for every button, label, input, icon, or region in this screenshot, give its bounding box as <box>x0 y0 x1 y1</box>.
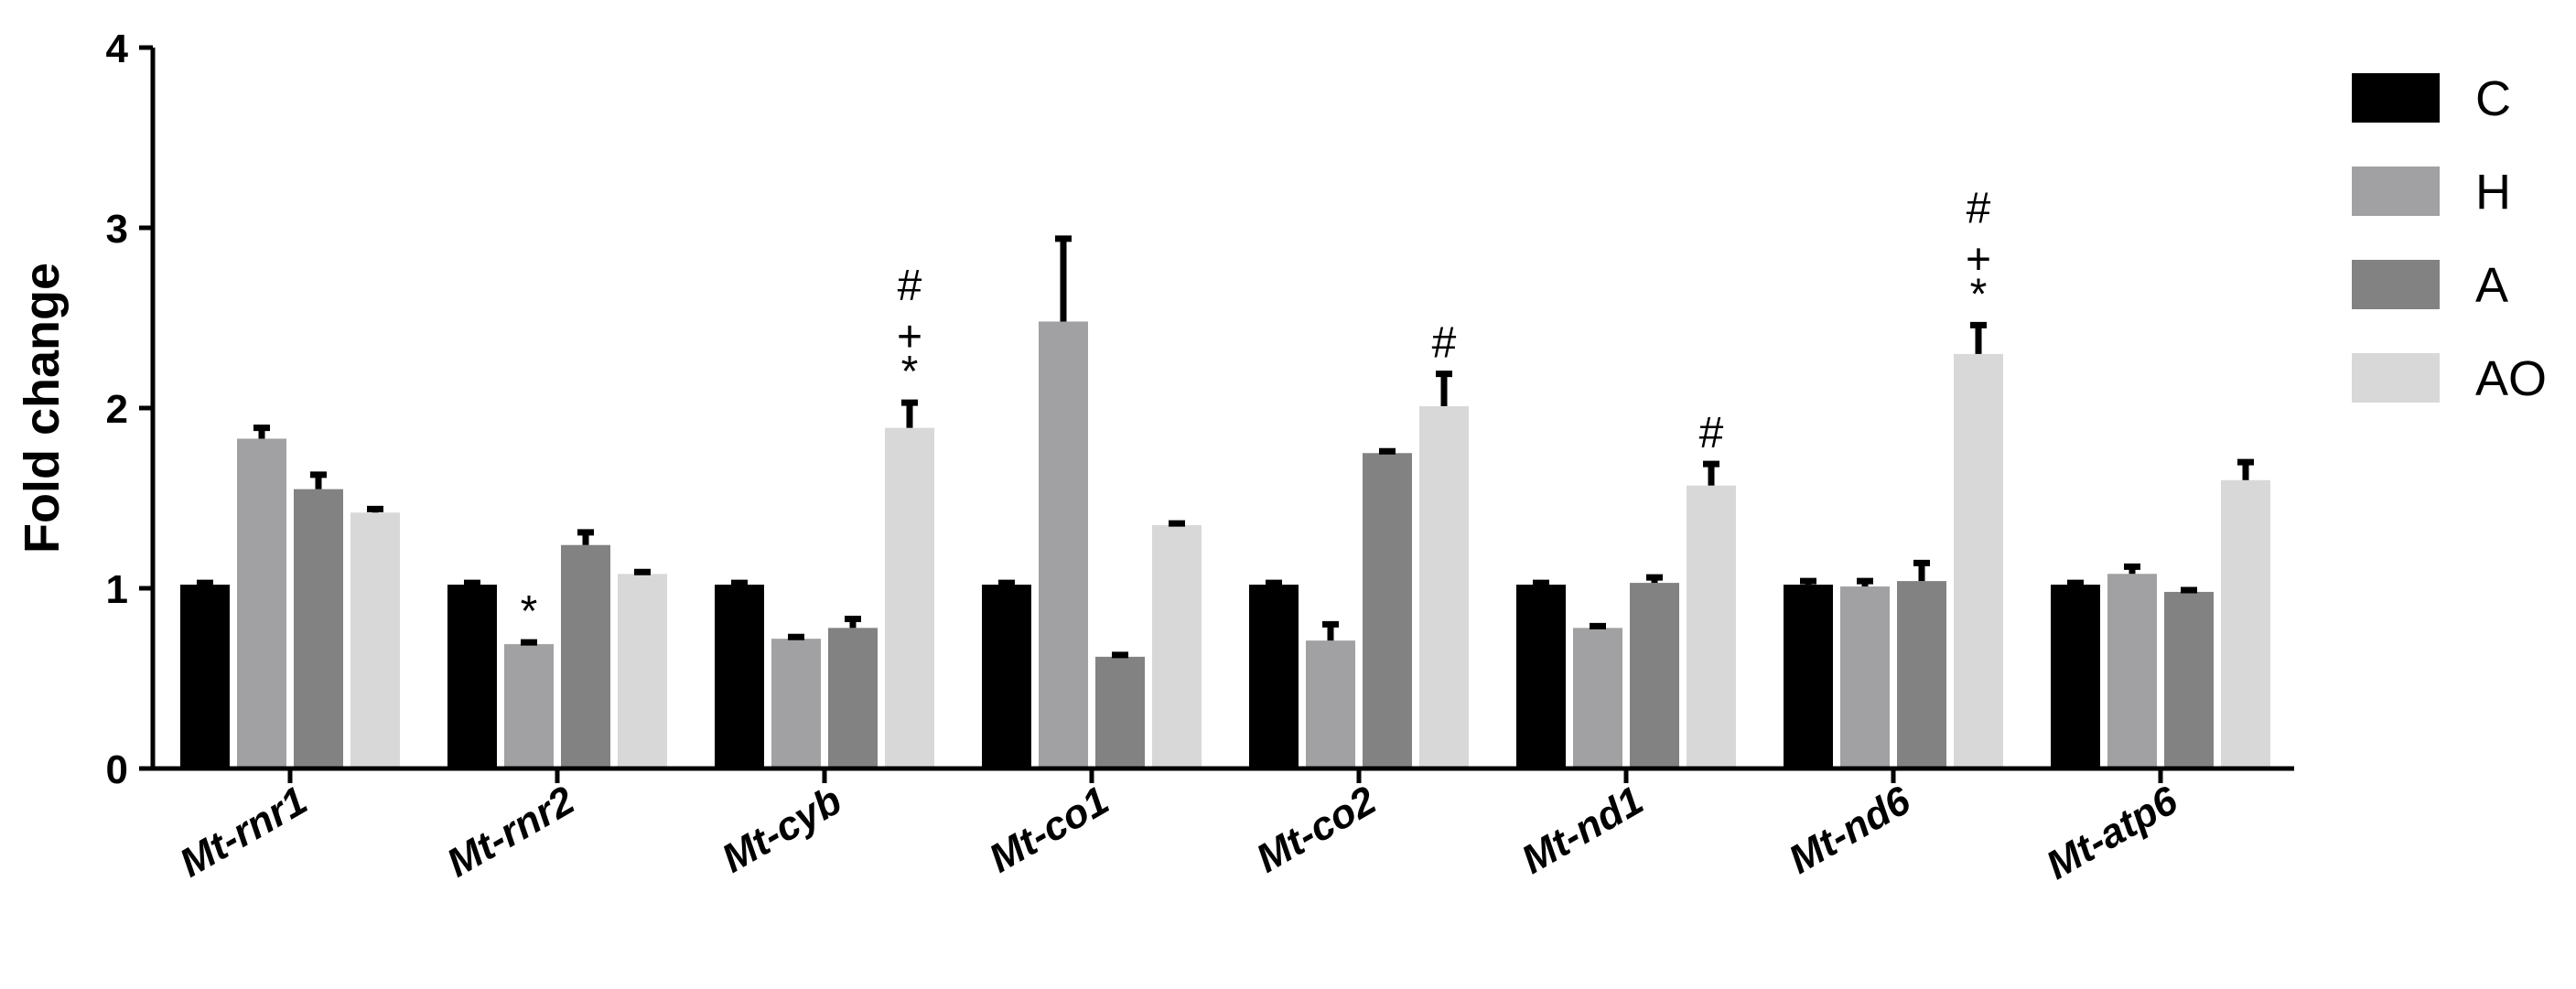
x-tick-label-mt-atp6: Mt-atp6 <box>2039 778 2185 888</box>
bar-mt-co1-ao <box>1152 525 1202 769</box>
bar-mt-nd6-ao <box>1954 353 2003 769</box>
legend-swatch-ao <box>2352 353 2440 403</box>
bar-mt-cyb-ao <box>885 427 934 769</box>
annotation-mt-nd6-3: * <box>1970 270 1988 318</box>
x-tick-label-mt-co2: Mt-co2 <box>1249 778 1385 882</box>
error-bars-layer <box>197 235 2254 659</box>
legend: CHA AO <box>2352 71 2547 406</box>
bar-mt-co1-h <box>1039 321 1088 769</box>
legend-label-ao: AO <box>2475 351 2547 406</box>
annotation-mt-nd6-2: + <box>1966 235 1991 284</box>
bar-mt-rnr2-c <box>447 585 497 769</box>
legend-swatch-a <box>2352 260 2440 309</box>
bar-mt-co2-c <box>1249 585 1299 769</box>
bar-mt-nd1-ao <box>1687 485 1736 769</box>
y-axis-ticks: 0 1 2 3 4 <box>106 27 153 792</box>
bar-mt-nd6-h <box>1840 586 1890 769</box>
bar-mt-nd6-a <box>1897 581 1946 769</box>
bar-mt-atp6-h <box>2107 574 2157 769</box>
bar-mt-rnr1-h <box>237 438 286 769</box>
legend-label-c: C <box>2475 71 2511 126</box>
x-tick-label-mt-nd1: Mt-nd1 <box>1514 778 1651 883</box>
bar-mt-cyb-c <box>715 585 764 769</box>
bar-mt-co2-a <box>1363 453 1412 769</box>
bar-mt-atp6-a <box>2164 591 2214 769</box>
annotation-mt-cyb-1: # <box>898 262 922 310</box>
y-tick-label: 3 <box>106 207 128 252</box>
bar-mt-rnr2-a <box>561 544 610 769</box>
x-tick-label-mt-rnr1: Mt-rnr1 <box>172 778 315 886</box>
annotation-mt-cyb-2: + <box>897 313 922 361</box>
annotation-mt-co2-1: # <box>1432 319 1457 368</box>
bar-mt-atp6-ao <box>2221 479 2270 769</box>
y-axis-title: Fold change <box>15 263 70 554</box>
bar-mt-nd6-c <box>1784 585 1833 769</box>
bars-layer <box>180 321 2270 769</box>
annotation-mt-cyb-3: * <box>901 348 919 396</box>
x-tick-label-mt-nd6: Mt-nd6 <box>1782 778 1919 883</box>
bar-mt-nd1-h <box>1573 628 1622 769</box>
bar-mt-rnr1-c <box>180 585 230 769</box>
legend-label-h: H <box>2475 165 2511 220</box>
bar-mt-co1-c <box>982 585 1031 769</box>
x-axis-ticks: Mt-rnr1 Mt-rnr2 Mt-cyb Mt-co1 Mt-co2 Mt-nd1 Mt… <box>172 769 2185 888</box>
bar-mt-nd1-a <box>1630 583 1679 769</box>
significance-annotations: **+###*+# <box>521 184 1991 636</box>
bar-mt-rnr2-h <box>504 644 554 769</box>
legend-label-a: A <box>2475 258 2508 313</box>
y-tick-label: 4 <box>106 27 129 71</box>
x-tick-label-mt-co1: Mt-co1 <box>982 778 1116 881</box>
y-tick-label: 0 <box>106 747 128 792</box>
x-tick-label-mt-rnr2: Mt-rnr2 <box>439 778 582 886</box>
bar-mt-cyb-h <box>771 639 821 769</box>
annotation-mt-nd6-1: # <box>1967 184 1991 232</box>
y-tick-label: 1 <box>106 567 128 612</box>
bar-mt-cyb-a <box>828 628 878 769</box>
y-tick-label: 2 <box>106 387 128 432</box>
x-tick-label-mt-cyb: Mt-cyb <box>715 778 849 881</box>
bar-mt-co2-h <box>1306 640 1355 769</box>
annotation-mt-rnr2-1: * <box>521 587 538 636</box>
bar-mt-rnr1-ao <box>350 512 400 769</box>
bar-mt-co2-ao <box>1419 406 1469 769</box>
annotation-mt-nd1-1: # <box>1699 409 1724 457</box>
bar-mt-nd1-c <box>1516 585 1566 769</box>
bar-mt-rnr1-a <box>294 489 343 769</box>
legend-swatch-h <box>2352 167 2440 216</box>
legend-swatch-c <box>2352 73 2440 123</box>
bar-mt-co1-a <box>1095 656 1145 769</box>
bar-mt-atp6-c <box>2051 585 2100 769</box>
bar-mt-rnr2-ao <box>618 574 667 769</box>
